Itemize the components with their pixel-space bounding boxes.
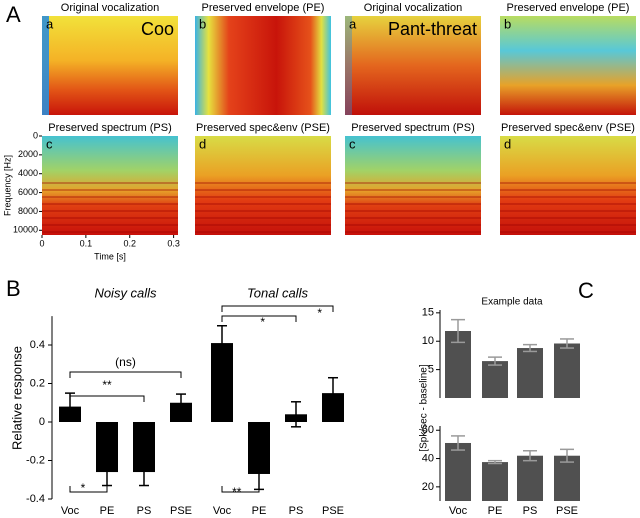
- plot-letter: a: [46, 16, 54, 31]
- y-tick-label: 0.4: [30, 339, 45, 351]
- x-tick-label: 0.2: [123, 238, 136, 248]
- significance-label: *: [317, 306, 322, 320]
- plot-title: Preserved envelope (PE): [507, 2, 630, 14]
- spectrogram-image: [500, 16, 636, 115]
- y-tick-label: 40: [422, 452, 434, 464]
- significance-label: *: [260, 315, 265, 329]
- x-tick-label: Voc: [213, 505, 232, 517]
- call-name: Coo: [141, 19, 174, 39]
- y-axis-label: Relative response: [9, 346, 24, 450]
- x-tick-label: Voc: [449, 505, 468, 517]
- bar: [248, 422, 270, 474]
- harmonic-stripes: [500, 181, 636, 235]
- harmonic-stripes: [42, 181, 178, 235]
- y-tick-label: 6000: [18, 187, 38, 197]
- bar: [517, 348, 543, 398]
- plot-letter: a: [349, 16, 357, 31]
- x-tick-label: PE: [100, 505, 115, 517]
- bar: [445, 442, 471, 501]
- y-tick-label: 10: [422, 335, 434, 347]
- x-tick-label: 0: [39, 238, 44, 248]
- y-tick-label: 60: [422, 424, 434, 436]
- y-tick-label: 20: [422, 481, 434, 493]
- x-tick-label: PS: [137, 505, 152, 517]
- harmonic-stripes: [345, 181, 481, 235]
- significance-label: (ns): [115, 355, 136, 369]
- y-tick-label: 0: [33, 130, 38, 140]
- y-axis-label: Frequency [Hz]: [2, 155, 12, 216]
- x-tick-label: PS: [523, 505, 538, 517]
- bar: [170, 402, 192, 422]
- x-tick-label: 0.1: [80, 238, 93, 248]
- y-tick-label: 0: [39, 416, 45, 428]
- significance-label: **: [232, 485, 242, 499]
- bar: [554, 343, 580, 398]
- x-tick-label: PS: [289, 505, 304, 517]
- panel-label: A: [6, 2, 21, 27]
- y-tick-label: 4000: [18, 168, 38, 178]
- group-title: Noisy calls: [94, 285, 157, 300]
- x-tick-label: PE: [252, 505, 267, 517]
- plot-title: Preserved spectrum (PS): [351, 122, 474, 134]
- x-tick-label: Voc: [61, 505, 80, 517]
- significance-bracket: [221, 486, 260, 493]
- bar: [517, 455, 543, 501]
- onset-band: [42, 16, 49, 115]
- spectrogram-image: [42, 16, 178, 115]
- bar: [211, 343, 233, 422]
- call-name: Pant-threat: [388, 19, 477, 39]
- x-tick-label: 0.3: [167, 238, 180, 248]
- significance-bracket: [69, 486, 108, 493]
- bar: [482, 361, 508, 398]
- bar: [482, 462, 508, 501]
- plot-title: Original vocalization: [61, 2, 159, 14]
- plot-letter: d: [504, 136, 511, 151]
- x-tick-label: PSE: [556, 505, 578, 517]
- plot-title: Preserved envelope (PE): [202, 2, 325, 14]
- plot-title: Original vocalization: [364, 2, 462, 14]
- significance-bracket: [221, 305, 334, 312]
- plot-letter: c: [349, 136, 356, 151]
- plot-letter: d: [199, 136, 206, 151]
- chart-title: Example data: [481, 297, 543, 308]
- plot-title: Preserved spec&env (PSE): [501, 122, 635, 134]
- y-tick-label: 2000: [18, 149, 38, 159]
- spectrogram-image: [195, 16, 331, 115]
- spectrogram-image: [345, 16, 481, 115]
- plot-letter: b: [199, 16, 206, 31]
- plot-letter: c: [46, 136, 53, 151]
- panel-label: C: [578, 278, 594, 303]
- y-tick-label: 15: [422, 307, 434, 319]
- x-tick-label: PSE: [170, 505, 192, 517]
- significance-bracket: [221, 315, 297, 322]
- y-tick-label: -0.4: [26, 493, 45, 505]
- y-tick-label: 8000: [18, 206, 38, 216]
- significance-label: **: [102, 378, 112, 392]
- significance-label: *: [81, 481, 86, 495]
- group-title: Tonal calls: [247, 285, 308, 300]
- harmonic-stripes: [195, 181, 331, 235]
- y-tick-label: 0.2: [30, 377, 45, 389]
- significance-bracket: [69, 395, 145, 402]
- bar: [133, 422, 155, 473]
- significance-bracket: [69, 371, 182, 378]
- x-tick-label: PSE: [322, 505, 344, 517]
- plot-title: Preserved spec&env (PSE): [196, 122, 330, 134]
- x-axis-label: Time [s]: [94, 251, 126, 261]
- bar: [554, 455, 580, 501]
- plot-letter: b: [504, 16, 511, 31]
- plot-title: Preserved spectrum (PS): [48, 122, 171, 134]
- y-tick-label: 5: [428, 364, 434, 376]
- onset-band: [345, 16, 352, 115]
- panel-label: B: [6, 276, 21, 301]
- bar: [96, 422, 118, 473]
- x-tick-label: PE: [488, 505, 503, 517]
- y-tick-label: 10000: [13, 225, 38, 235]
- y-tick-label: -0.2: [26, 454, 45, 466]
- y-axis-label: [Spk/sec - baseline]: [419, 364, 430, 451]
